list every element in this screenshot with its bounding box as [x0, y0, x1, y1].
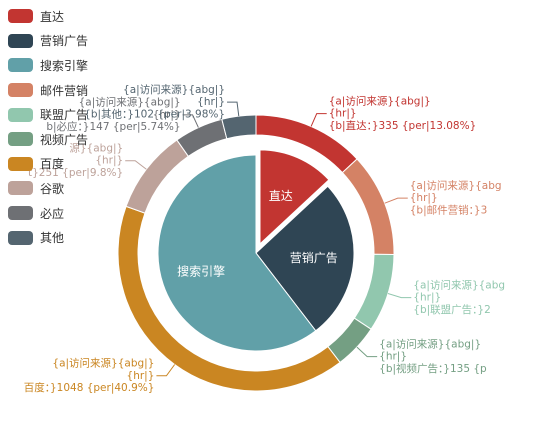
- outer-slice-label: {hr|}: [379, 351, 407, 363]
- label-guide-line: [156, 364, 176, 377]
- outer-slice-label: {hr|}: [153, 109, 181, 121]
- outer-slice[interactable]: [353, 253, 395, 330]
- label-guide-line: [310, 113, 327, 127]
- legend-label: 联盟广告: [40, 108, 89, 123]
- legend-item[interactable]: 搜索引擎: [8, 53, 88, 78]
- outer-slice-label: b|必应：}147 {per|5.74%}: [46, 120, 180, 133]
- outer-slice-label: {a|访问来源}{abg: [410, 179, 502, 192]
- legend-item[interactable]: 联盟广告: [8, 102, 88, 127]
- outer-slice-label: t}251 {per|9.8%}: [28, 167, 123, 179]
- legend-item[interactable]: 谷歌: [8, 176, 88, 201]
- outer-slice-label: {hr|}: [127, 370, 155, 382]
- outer-slice-label: {b|邮件营销：}3: [410, 203, 488, 216]
- inner-slice-label: 直达: [269, 189, 293, 203]
- legend-item[interactable]: 必应: [8, 201, 88, 226]
- outer-slice[interactable]: [221, 114, 257, 140]
- legend-swatch: [8, 58, 33, 73]
- outer-slice[interactable]: [176, 118, 228, 158]
- legend-label: 营销广告: [40, 34, 89, 49]
- outer-slice-label: {a|访问来源}{abg|}: [329, 94, 431, 107]
- legend-swatch: [8, 107, 33, 122]
- legend-swatch: [8, 181, 33, 196]
- label-guide-line: [384, 197, 408, 204]
- label-guide-line: [387, 293, 412, 299]
- legend-item[interactable]: 邮件营销: [8, 78, 88, 103]
- legend-swatch: [8, 9, 33, 24]
- chart-legend: 直达营销广告搜索引擎邮件营销联盟广告视频广告百度谷歌必应其他: [8, 4, 88, 250]
- outer-slice-label: {hr|}: [329, 108, 357, 120]
- legend-label: 邮件营销: [40, 83, 89, 98]
- outer-slice-label: {a|访问来源}{abg|}: [379, 337, 481, 350]
- legend-swatch: [8, 156, 33, 171]
- legend-label: 直达: [40, 9, 65, 24]
- legend-swatch: [8, 206, 33, 221]
- label-guide-line: [182, 114, 199, 128]
- label-guide-line: [125, 160, 147, 170]
- inner-slice[interactable]: [259, 149, 330, 245]
- outer-slice-label: {a|访问来源}{abg|}: [52, 357, 154, 370]
- legend-item[interactable]: 营销广告: [8, 29, 88, 54]
- outer-slice-label: {hr|}: [413, 292, 441, 304]
- legend-swatch: [8, 132, 33, 147]
- outer-slice-label: {b|联盟广告：}2: [413, 303, 491, 316]
- legend-label: 必应: [40, 206, 65, 221]
- outer-slice-label: {a|访问来源}{abg|}: [79, 96, 181, 109]
- legend-label: 百度: [40, 157, 65, 172]
- outer-slice-label: {hr|}: [197, 96, 225, 108]
- outer-slice-label: {b|其他：}102 {per|3.98%}: [84, 107, 225, 120]
- inner-slice-label: 搜索引擎: [177, 264, 225, 279]
- legend-label: 其他: [40, 231, 65, 246]
- label-guide-line: [227, 101, 240, 117]
- legend-item[interactable]: 百度: [8, 152, 88, 177]
- legend-label: 谷歌: [40, 181, 65, 196]
- outer-slice-label: {a|访问来源}{abg: [413, 278, 505, 291]
- legend-label: 视频广告: [40, 132, 89, 147]
- label-texts: {a|访问来源}{abg|}{hr|}{b|直达：}335 {per|13.08…: [24, 83, 505, 394]
- legend-item[interactable]: 其他: [8, 225, 88, 250]
- legend-item[interactable]: 直达: [8, 4, 88, 29]
- outer-slice-label: {hr|}: [410, 192, 438, 204]
- legend-swatch: [8, 33, 33, 48]
- outer-slice-label: {hr|}: [95, 155, 123, 167]
- legend-label: 搜索引擎: [40, 58, 89, 73]
- outer-slice-label: {a|访问来源}{abg|}: [123, 83, 225, 96]
- legend-item[interactable]: 视频广告: [8, 127, 88, 152]
- outer-slice-label: {b|视频广告：}135 {p: [379, 362, 487, 375]
- inner-slice-label: 营销广告: [290, 251, 338, 265]
- inner-slice[interactable]: [255, 185, 355, 332]
- legend-swatch: [8, 83, 33, 98]
- label-guide-lines: [125, 101, 412, 377]
- inner-slice[interactable]: [157, 154, 317, 352]
- outer-ring-slices: [117, 114, 395, 392]
- outer-slice-label: 源}{abg|}: [69, 142, 123, 155]
- outer-slice-label: 百度：}1048 {per|40.9%}: [24, 381, 155, 394]
- outer-slice-label: {b|直达：}335 {per|13.08%}: [329, 119, 477, 132]
- label-guide-line: [356, 346, 378, 358]
- legend-swatch: [8, 230, 33, 245]
